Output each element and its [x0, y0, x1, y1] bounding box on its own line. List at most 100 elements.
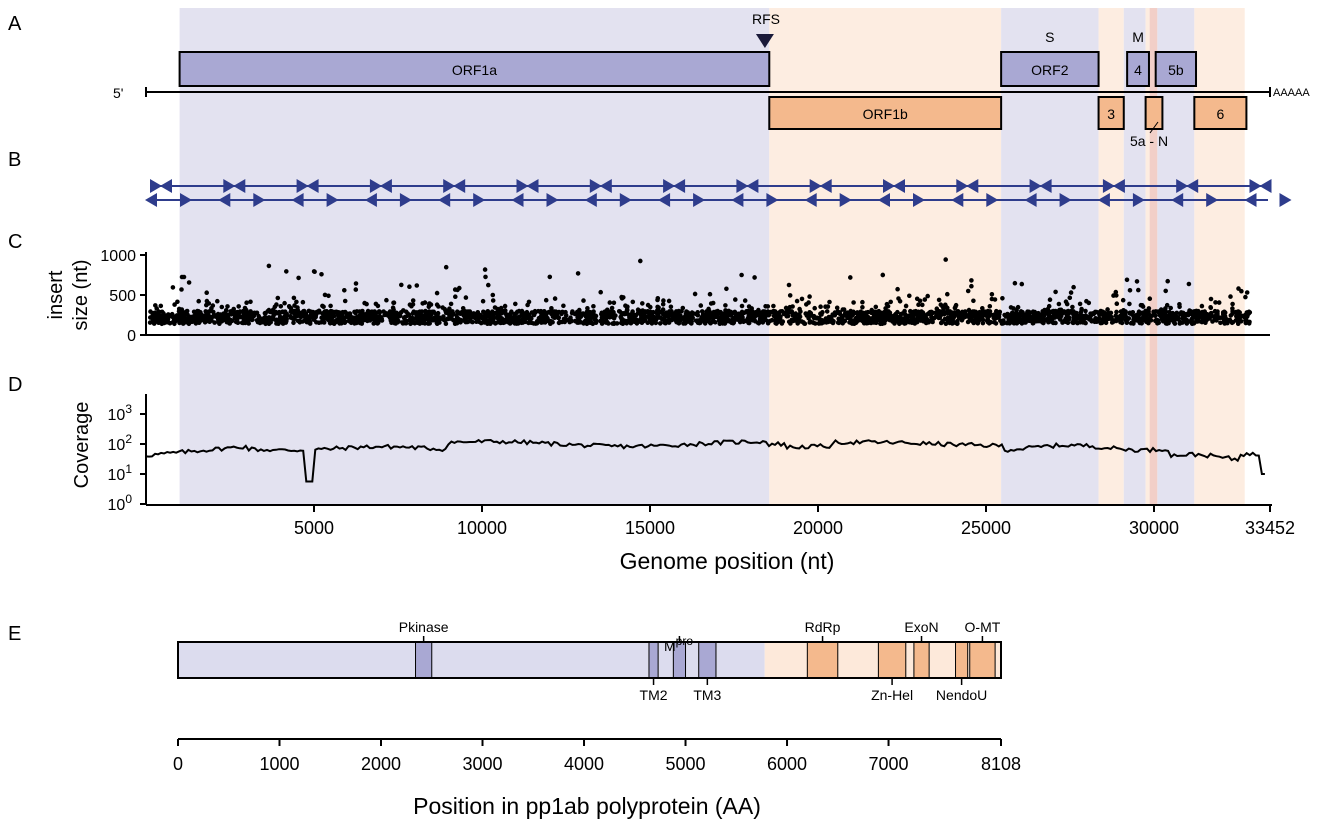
primer-forward-icon: [399, 193, 412, 207]
insert-yaxis: 0 500 1000: [100, 248, 147, 345]
primer-reverse-icon: [966, 179, 979, 193]
protein-xtick-label: 4000: [564, 754, 604, 774]
protein-xtick-label: 2000: [361, 754, 401, 774]
region-band: [1157, 8, 1195, 504]
primer-reverse-icon: [160, 179, 172, 193]
domain-label: NendoU: [936, 687, 987, 703]
protein-domain: [877, 641, 907, 679]
protein-xtick-label: 3000: [462, 754, 502, 774]
primer-reverse-icon: [746, 179, 759, 193]
primer-reverse-icon: [1024, 193, 1037, 207]
primer-reverse-icon: [584, 193, 597, 207]
primer-reverse-icon: [1171, 193, 1184, 207]
protein-xtick-label: 1000: [259, 754, 299, 774]
primer-reverse-icon: [599, 179, 612, 193]
orf-box: [768, 96, 1003, 130]
orf-label: ORF1a: [452, 62, 497, 78]
orf-box: [178, 51, 771, 87]
domain-label: TM2: [640, 687, 668, 703]
primer-reverse-icon: [1244, 193, 1257, 207]
primer-forward-icon: [913, 193, 925, 207]
region-band: [1194, 8, 1245, 504]
primer-reverse-icon: [233, 179, 246, 193]
primer-forward-icon: [253, 193, 266, 207]
primer-forward-icon: [180, 193, 192, 207]
panel-label-e: E: [8, 623, 21, 645]
domain-label: O-MT: [965, 619, 1001, 635]
region-band: [179, 8, 770, 504]
orf-box: [1126, 51, 1150, 87]
primer-forward-icon: [736, 179, 749, 193]
panel-label-c: C: [8, 231, 22, 253]
protein-xtick-label: 8108: [981, 754, 1021, 774]
orf5a-pointer: [1149, 121, 1159, 134]
protein-domain: [913, 641, 930, 679]
coverage-ytick-label: 102: [108, 432, 133, 454]
primer-reverse-icon: [526, 179, 539, 193]
gene-label: M: [1132, 29, 1144, 45]
insert-ylabel-line2: size (nt): [70, 259, 92, 330]
primer-forward-icon: [1102, 179, 1115, 193]
rfs-label: RFS: [752, 11, 780, 27]
primer-reverse-icon: [511, 193, 524, 207]
primer-reverse-icon: [1097, 193, 1110, 207]
polyprotein-map: Pkinase TM2 TM3 RdRp Zn-Hel ExoN NendoU O-MT Mp…: [173, 619, 1021, 819]
primer-reverse-icon: [379, 179, 392, 193]
primer-reverse-icon: [438, 193, 451, 207]
region-bands: [179, 8, 1245, 504]
primer-forward-icon: [1279, 193, 1292, 207]
primer-reverse-icon: [731, 193, 744, 207]
polyprotein-pp1a-region: [178, 642, 765, 678]
primer-forward-icon: [986, 193, 999, 207]
genome-xtick-label: 25000: [961, 518, 1011, 538]
mpro-label: Mpro: [664, 634, 693, 654]
primer-reverse-icon: [673, 179, 686, 193]
genome-xtick-label: 15000: [625, 518, 675, 538]
coverage-line: [145, 438, 1265, 483]
primer-forward-icon: [1249, 179, 1262, 193]
insert-size-point: [147, 257, 1253, 327]
protein-xtick-label: 7000: [869, 754, 909, 774]
genome-map: 5' AAAAA ORF1a ORF2 S 4 M 5b ORF1b 3 6 RFS 5a - …: [113, 11, 1310, 149]
insert-ytick-label: 500: [109, 288, 136, 305]
poly-a-label: AAAAA: [1273, 87, 1310, 99]
primer-forward-icon: [443, 179, 456, 193]
primer-forward-icon: [150, 179, 162, 193]
protein-domain: [969, 641, 996, 679]
primer-forward-icon: [223, 179, 236, 193]
genome-xtick-label: 30000: [1129, 518, 1179, 538]
primer-forward-icon: [839, 193, 852, 207]
protein-xlabel: Position in pp1ab polyprotein (AA): [413, 793, 761, 819]
genome-xtick-label: 33452: [1245, 518, 1295, 538]
primer-reverse-icon: [878, 193, 890, 207]
panel-label-b: B: [8, 149, 21, 171]
domain-label: ExoN: [904, 619, 938, 635]
genome-xtick-label: 20000: [793, 518, 843, 538]
primer-reverse-icon: [291, 193, 304, 207]
region-band: [1123, 8, 1146, 504]
genome-xtick-label: 10000: [457, 518, 507, 538]
rfs-arrow-icon: [755, 34, 774, 48]
orf-label: ORF2: [1031, 62, 1069, 78]
region-band: [1149, 8, 1158, 504]
genome-xtick-label: 5000: [294, 518, 334, 538]
genome-xlabel: Genome position (nt): [620, 548, 835, 574]
protein-domain: [698, 641, 717, 679]
protein-domain: [648, 641, 659, 679]
primer-forward-icon: [1132, 193, 1145, 207]
primer-forward-icon: [1176, 179, 1189, 193]
coverage-ytick-label: 100: [108, 492, 133, 514]
primer-forward-icon: [1029, 179, 1042, 193]
primer-reverse-icon: [145, 193, 157, 207]
amplicon-arrows: [145, 179, 1292, 207]
primer-reverse-icon: [1186, 179, 1199, 193]
primer-forward-icon: [1059, 193, 1072, 207]
protein-domain: [806, 641, 839, 679]
polyprotein-bar: [177, 641, 1002, 679]
genome-xaxis: 5000 10000 15000 20000 25000 30000 33452: [146, 504, 1295, 538]
domain-label: TM3: [693, 687, 721, 703]
domain-label: Pkinase: [399, 619, 449, 635]
primer-reverse-icon: [658, 193, 671, 207]
primer-reverse-icon: [1112, 179, 1125, 193]
